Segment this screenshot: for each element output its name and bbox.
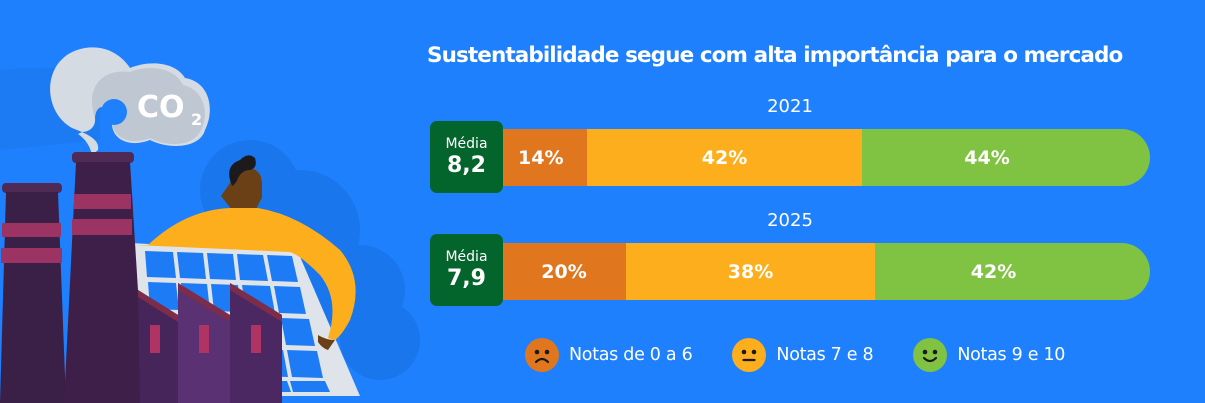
segment-neutrals-2021: 42%	[587, 129, 862, 186]
segment-promoters-2025: 42%	[875, 243, 1150, 300]
year-label-2025: 2025	[767, 210, 813, 231]
person-figure	[135, 155, 356, 350]
media-badge-2021: Média 8,2	[430, 121, 503, 193]
legend-item-neutrals: Notas 7 e 8	[732, 338, 874, 372]
factory-chimneys	[0, 152, 145, 403]
svg-text:2: 2	[191, 110, 202, 129]
stacked-bar-2025: 20% 38% 42%	[502, 243, 1150, 300]
media-label: Média	[445, 136, 488, 152]
segment-neutrals-2025: 38%	[626, 243, 875, 300]
legend-label: Notas 7 e 8	[776, 345, 874, 365]
legend-label: Notas 9 e 10	[957, 345, 1066, 365]
stacked-bar-2021: 14% 42% 44%	[502, 129, 1150, 186]
neutral-face-icon	[732, 338, 767, 372]
media-value: 8,2	[447, 153, 486, 178]
co2-label: CO	[137, 90, 185, 125]
legend-item-detractors: Notas de 0 a 6	[525, 338, 693, 372]
year-label-2021: 2021	[767, 96, 813, 117]
media-value: 7,9	[447, 266, 486, 291]
segment-detractors-2021: 14%	[502, 129, 587, 186]
segment-promoters-2021: 44%	[862, 129, 1150, 186]
segment-detractors-2025: 20%	[502, 243, 626, 300]
factory-solar-illustration: CO 2	[0, 47, 420, 403]
chart-legend: Notas de 0 a 6 Notas 7 e 8 Notas 9 e 10	[525, 338, 1065, 372]
media-badge-2025: Média 7,9	[430, 234, 503, 306]
legend-item-promoters: Notas 9 e 10	[913, 338, 1065, 372]
sad-face-icon	[525, 338, 559, 372]
happy-face-icon	[913, 338, 948, 372]
co2-cloud: CO 2	[50, 47, 210, 155]
factory-buildings	[138, 283, 282, 403]
chart-title: Sustentabilidade segue com alta importân…	[427, 43, 1123, 68]
legend-label: Notas de 0 a 6	[569, 345, 693, 365]
media-label: Média	[445, 249, 488, 265]
